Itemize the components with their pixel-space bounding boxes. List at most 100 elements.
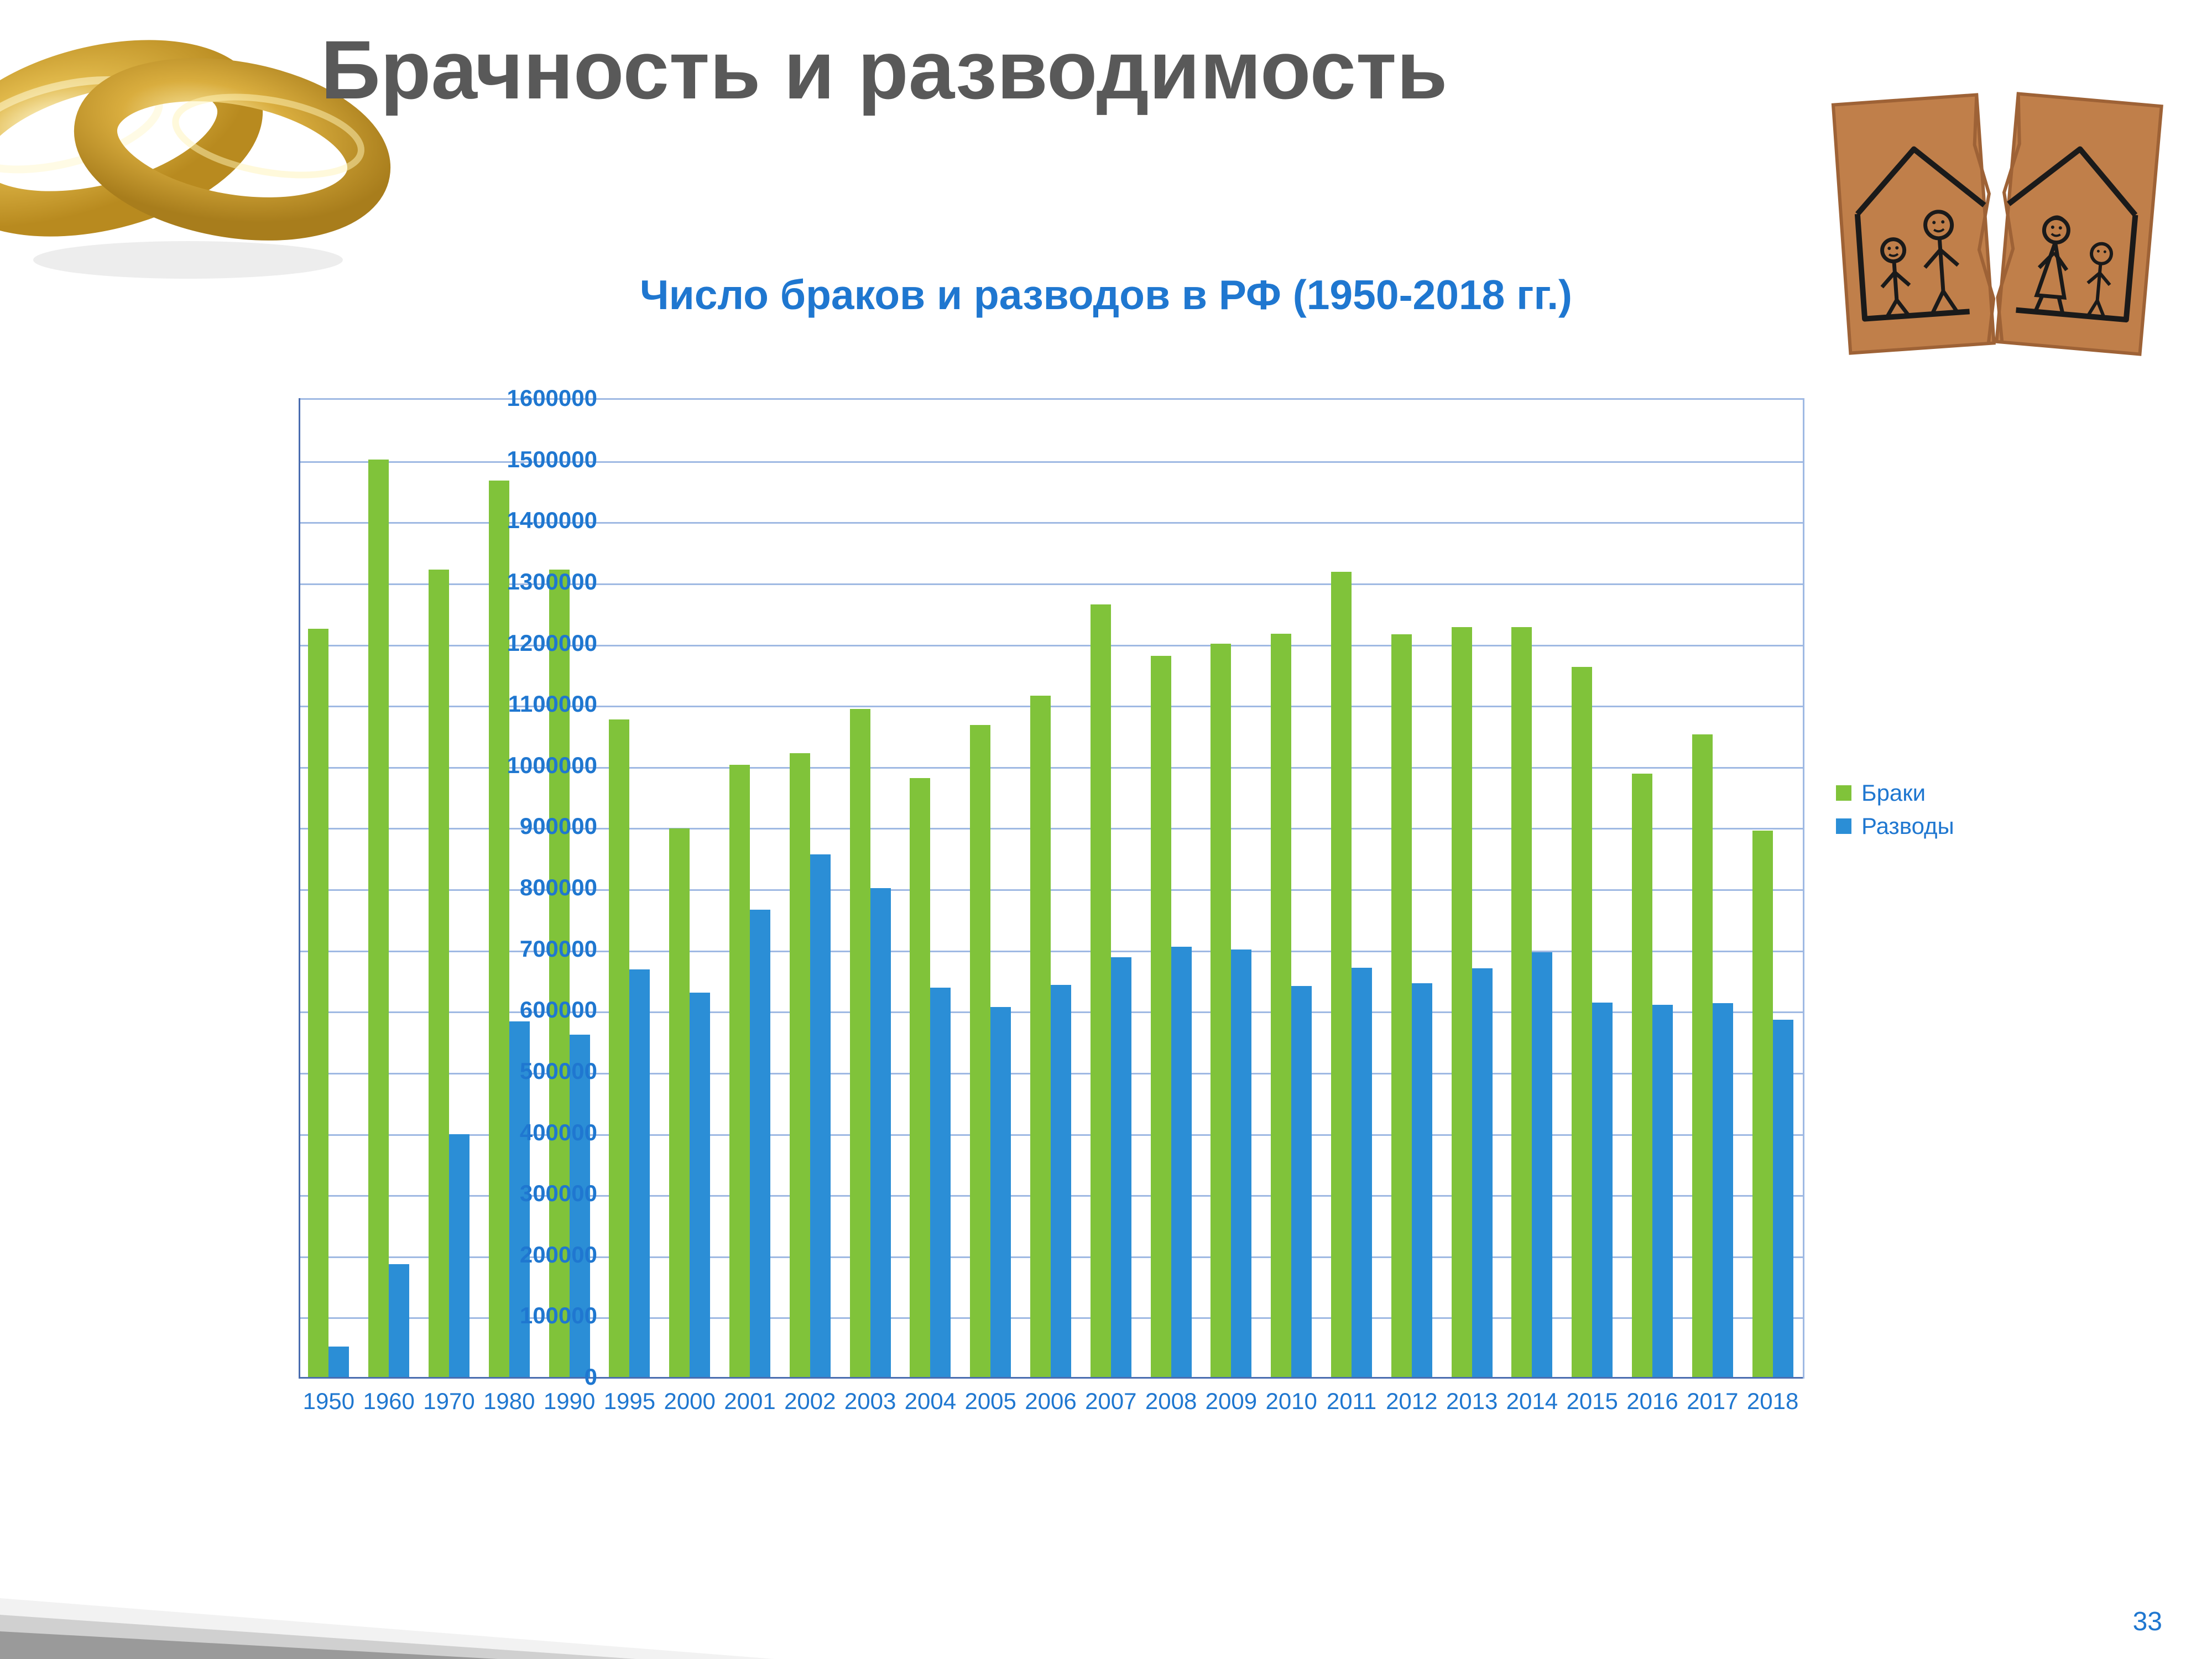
x-axis-label: 2008 — [1145, 1388, 1197, 1415]
page-number: 33 — [2133, 1606, 2162, 1637]
chart-bar — [870, 888, 891, 1377]
chart-bar — [1091, 604, 1111, 1377]
chart-bar — [308, 629, 328, 1377]
chart-bar — [609, 719, 629, 1377]
chart-bar — [1572, 667, 1592, 1377]
chart-bar — [368, 460, 389, 1377]
x-axis-label: 1960 — [363, 1388, 414, 1415]
chart-legend: Браки Разводы — [1836, 780, 1954, 846]
y-axis-tick: 1300000 — [453, 568, 597, 595]
y-axis-tick: 700000 — [453, 936, 597, 962]
x-axis-label: 2017 — [1687, 1388, 1738, 1415]
y-axis-tick: 1000000 — [453, 752, 597, 779]
legend-label: Разводы — [1861, 813, 1954, 839]
chart-bar — [1752, 831, 1773, 1377]
x-axis-label: 1990 — [544, 1388, 595, 1415]
chart-bar — [1151, 656, 1171, 1377]
chart-bar — [750, 910, 770, 1377]
y-axis-tick: 1400000 — [453, 507, 597, 534]
x-axis-label: 2001 — [724, 1388, 775, 1415]
chart-bar — [970, 725, 990, 1377]
x-axis-label: 1950 — [303, 1388, 354, 1415]
y-axis-tick: 200000 — [453, 1241, 597, 1268]
chart-bar — [1291, 986, 1312, 1377]
chart-bar — [328, 1347, 349, 1377]
x-axis-label: 2005 — [964, 1388, 1016, 1415]
chart-bar — [1652, 1005, 1673, 1377]
x-axis-label: 2013 — [1446, 1388, 1498, 1415]
legend-item: Браки — [1836, 780, 1954, 806]
legend-item: Разводы — [1836, 813, 1954, 839]
chart-bar — [1051, 985, 1071, 1377]
chart-bar — [1632, 774, 1652, 1377]
legend-swatch — [1836, 818, 1851, 834]
chart-bar — [690, 993, 710, 1377]
chart-bar — [1352, 968, 1372, 1377]
x-axis-label: 2004 — [905, 1388, 956, 1415]
x-axis-label: 2016 — [1626, 1388, 1678, 1415]
chart-bar — [1111, 957, 1131, 1377]
chart-bar — [930, 988, 951, 1377]
y-axis-tick: 1500000 — [453, 446, 597, 473]
chart-bar — [910, 778, 930, 1377]
x-axis-label: 2009 — [1206, 1388, 1257, 1415]
y-axis-tick: 900000 — [453, 813, 597, 839]
legend-swatch — [1836, 785, 1851, 801]
y-axis-tick: 1100000 — [453, 691, 597, 717]
x-axis-label: 1995 — [604, 1388, 655, 1415]
chart-bar — [669, 828, 690, 1377]
x-axis-label: 2006 — [1025, 1388, 1076, 1415]
x-axis-label: 2000 — [664, 1388, 715, 1415]
chart-title: Число браков и разводов в РФ (1950-2018 … — [0, 271, 2212, 319]
chart-bar — [429, 570, 449, 1377]
chart-bar — [1412, 983, 1432, 1377]
chart-bar — [1713, 1003, 1733, 1377]
x-axis-label: 2011 — [1327, 1388, 1376, 1415]
chart-bar — [729, 765, 750, 1377]
y-axis-tick: 400000 — [453, 1119, 597, 1146]
chart-bar — [810, 854, 831, 1377]
chart-bar — [1592, 1003, 1613, 1377]
y-axis-tick: 800000 — [453, 874, 597, 901]
chart-bar — [389, 1264, 409, 1377]
x-axis-label: 2002 — [784, 1388, 836, 1415]
x-axis-label: 2018 — [1747, 1388, 1798, 1415]
chart-bar — [1452, 627, 1472, 1377]
x-axis-label: 2014 — [1506, 1388, 1558, 1415]
x-axis-label: 1970 — [423, 1388, 474, 1415]
chart-bar — [790, 753, 810, 1377]
y-axis-tick: 600000 — [453, 997, 597, 1023]
x-axis-label: 2007 — [1085, 1388, 1136, 1415]
x-axis-label: 2012 — [1386, 1388, 1437, 1415]
chart-bar — [1331, 572, 1352, 1377]
chart-bar — [990, 1007, 1011, 1377]
broken-home-image — [1825, 66, 2168, 376]
x-axis-label: 2010 — [1265, 1388, 1317, 1415]
page-title: Брачность и разводимость — [321, 22, 1448, 118]
chart-bar — [1511, 627, 1532, 1377]
legend-label: Браки — [1861, 780, 1926, 806]
chart-bar — [1030, 696, 1051, 1377]
chart-bar — [850, 709, 870, 1377]
y-axis-tick: 100000 — [453, 1302, 597, 1329]
y-axis-tick: 1200000 — [453, 630, 597, 656]
chart-bar — [1472, 968, 1493, 1377]
chart-bar — [1271, 634, 1291, 1377]
chart-bar — [1171, 947, 1192, 1377]
y-axis-tick: 300000 — [453, 1180, 597, 1207]
slide: Брачность и разводимость Число браков и … — [0, 0, 2212, 1659]
chart-bar — [1231, 950, 1251, 1377]
chart-bar — [1773, 1020, 1793, 1377]
chart-bar — [629, 969, 650, 1377]
corner-decoration — [0, 1559, 774, 1659]
y-axis-tick: 1600000 — [453, 385, 597, 411]
bar-chart: 0 100000 200000 300000 400000 500000 600000 700… — [144, 398, 2112, 1460]
x-axis-label: 2015 — [1566, 1388, 1618, 1415]
y-axis-tick: 0 — [453, 1364, 597, 1390]
y-axis-tick: 500000 — [453, 1058, 597, 1084]
chart-bar — [1211, 644, 1231, 1377]
x-axis-label: 2003 — [844, 1388, 896, 1415]
chart-bar — [1391, 634, 1412, 1377]
chart-bar — [1532, 952, 1552, 1377]
x-axis-label: 1980 — [483, 1388, 535, 1415]
